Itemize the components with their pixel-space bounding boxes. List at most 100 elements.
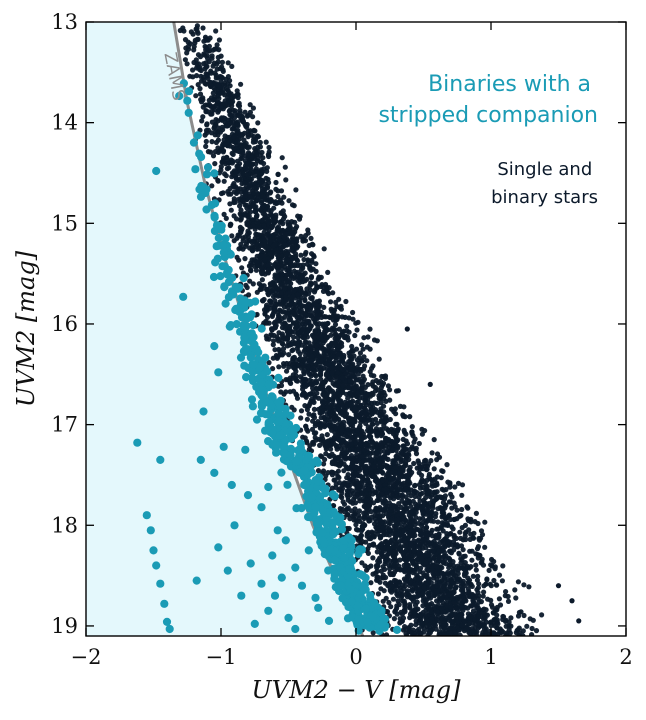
single-star-point	[361, 515, 367, 522]
single-star-point	[245, 234, 251, 240]
single-star-point	[334, 303, 340, 309]
single-star-point	[364, 344, 370, 350]
single-star-point	[275, 354, 281, 360]
single-star-point	[280, 346, 287, 352]
single-star-point	[319, 282, 325, 288]
single-star-point	[339, 314, 345, 320]
single-star-point	[354, 364, 360, 370]
single-star-point	[352, 464, 358, 470]
single-star-point	[346, 329, 352, 335]
single-star-point	[398, 484, 404, 490]
single-star-point	[391, 544, 397, 551]
single-star-point	[231, 134, 237, 140]
single-star-point	[321, 304, 327, 310]
single-star-point	[368, 372, 374, 378]
single-star-point	[451, 516, 457, 523]
single-star-point	[416, 549, 422, 555]
single-star-point	[386, 520, 392, 526]
single-star-point	[459, 612, 465, 618]
single-star-point	[354, 357, 360, 363]
single-star-point	[321, 246, 327, 252]
single-star-point	[227, 185, 233, 192]
single-star-point	[216, 82, 222, 88]
single-star-point	[463, 570, 469, 576]
single-star-point	[419, 426, 425, 432]
single-star-point	[372, 516, 378, 522]
single-star-point	[348, 441, 354, 447]
single-star-point	[394, 591, 400, 597]
single-star-point	[242, 193, 248, 199]
single-star-point	[270, 355, 276, 361]
single-star-point	[257, 144, 263, 150]
single-star-point	[431, 575, 437, 581]
single-star-point	[357, 441, 363, 448]
single-star-point	[388, 589, 395, 595]
single-star-point	[409, 424, 415, 430]
single-star-point	[298, 267, 304, 273]
single-star-point	[443, 487, 449, 493]
single-star-point	[492, 566, 498, 572]
single-star-point	[346, 476, 352, 482]
single-star-point	[466, 621, 472, 627]
single-star-point	[286, 352, 292, 358]
single-star-point	[423, 560, 429, 566]
single-star-point	[243, 282, 249, 288]
single-star-point	[247, 102, 253, 108]
single-star-point	[378, 395, 384, 401]
single-star-point	[406, 629, 412, 635]
single-star-point	[343, 455, 349, 461]
single-star-point	[272, 304, 278, 311]
single-star-point	[290, 293, 296, 299]
single-star-point	[294, 395, 301, 401]
single-star-point	[229, 63, 235, 69]
single-star-point	[340, 375, 346, 381]
single-star-point	[340, 382, 346, 389]
single-star-point	[451, 589, 457, 595]
single-star-point	[367, 426, 373, 433]
single-star-point	[457, 632, 463, 636]
single-star-point	[285, 332, 291, 338]
single-star-point	[265, 290, 271, 296]
single-star-point	[433, 541, 439, 547]
single-star-point	[474, 577, 480, 583]
single-star-point	[491, 577, 497, 584]
single-star-point	[254, 192, 260, 198]
single-star-point	[373, 377, 379, 384]
single-star-point	[259, 149, 265, 156]
single-star-point	[254, 259, 260, 265]
single-binary-points	[177, 23, 582, 636]
single-star-point	[245, 145, 251, 151]
single-star-point	[301, 256, 307, 263]
single-star-point	[250, 105, 256, 111]
single-star-point	[374, 420, 380, 426]
single-star-point	[332, 393, 338, 399]
single-star-point	[421, 502, 427, 508]
single-star-point	[424, 572, 430, 578]
single-star-point	[419, 556, 425, 562]
single-star-point	[216, 47, 222, 53]
single-star-point	[273, 186, 279, 192]
single-star-point	[390, 482, 396, 488]
single-star-point	[407, 615, 413, 621]
single-star-point	[282, 164, 288, 170]
single-star-point	[225, 81, 231, 87]
single-star-point	[378, 378, 384, 384]
single-star-point	[350, 316, 356, 322]
single-star-point	[382, 373, 389, 379]
single-star-point	[430, 584, 436, 591]
single-star-point	[359, 385, 365, 391]
single-star-point	[204, 55, 211, 61]
single-star-point	[297, 279, 303, 285]
single-star-point	[506, 623, 512, 629]
single-star-point	[374, 338, 380, 344]
single-star-point	[383, 443, 389, 449]
single-star-point	[313, 268, 319, 274]
single-star-point	[214, 42, 220, 48]
single-star-point	[425, 576, 431, 582]
single-star-point	[368, 400, 375, 406]
single-star-point	[210, 153, 217, 159]
single-star-point	[407, 523, 413, 529]
single-star-point	[333, 374, 339, 380]
single-star-point	[421, 497, 427, 503]
single-star-point	[458, 535, 464, 542]
